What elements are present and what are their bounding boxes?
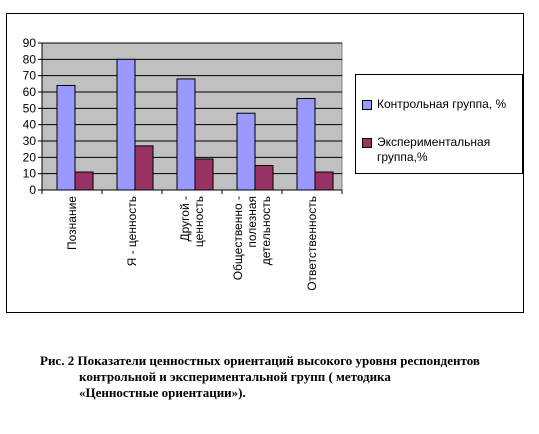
bar-s1-c1 — [134, 145, 154, 191]
bar-s1-c4 — [314, 171, 334, 191]
caption-line-3: «Ценностные ориентации»). — [79, 385, 246, 400]
bar-chart: 0 10 20 30 40 50 60 70 80 90 Познание Я - ценность Д… — [23, 36, 343, 291]
x-tick-label-2: Другой -ценность — [178, 196, 206, 247]
caption-line-2: контрольной и экспериментальной групп ( … — [79, 369, 391, 384]
y-tick-label-90: 90 — [23, 36, 37, 50]
chart-legend: Контрольная группа, % Экспериментальная … — [355, 74, 523, 174]
y-tick-label-10: 10 — [23, 167, 37, 181]
legend-item-experimental: Экспериментальная группа,% — [362, 135, 517, 165]
caption-line-1: Рис. 2 Показатели ценностных ориентаций … — [40, 353, 480, 368]
y-tick-label-80: 80 — [23, 52, 37, 66]
legend-item-control: Контрольная группа, % — [362, 97, 517, 112]
x-tick-label-0: Познание — [65, 196, 79, 250]
figure-caption: Рис. 2 Показатели ценностных ориентаций … — [40, 353, 520, 401]
bar-s1-c2 — [194, 158, 214, 191]
bar-s0-c3 — [236, 112, 256, 191]
y-tick-label-50: 50 — [23, 101, 37, 115]
bar-s0-c1 — [116, 58, 136, 191]
y-tick-label-60: 60 — [23, 85, 37, 99]
x-tick-label-1: Я - ценность — [125, 196, 139, 266]
y-tick-label-0: 0 — [29, 183, 36, 197]
chart-frame: 0 10 20 30 40 50 60 70 80 90 Познание Я - ценность Д… — [6, 13, 524, 313]
bar-s0-c4 — [296, 98, 316, 191]
legend-swatch-control — [362, 100, 372, 110]
y-tick-label-40: 40 — [23, 118, 37, 132]
x-tick-label-3: Общественно -полезнаядетельность — [231, 196, 273, 280]
bar-s0-c0 — [56, 84, 76, 191]
legend-label-control: Контрольная группа, % — [377, 97, 507, 111]
bar-s1-c0 — [74, 171, 94, 191]
y-tick-label-20: 20 — [23, 150, 37, 164]
y-tick-label-30: 30 — [23, 134, 37, 148]
y-tick-label-70: 70 — [23, 69, 37, 83]
legend-label-experimental: Экспериментальная группа,% — [377, 135, 491, 164]
legend-swatch-experimental — [362, 138, 372, 148]
bar-s1-c3 — [254, 165, 274, 191]
x-tick-label-4: Ответственность — [305, 196, 319, 291]
bar-s0-c2 — [176, 78, 196, 191]
